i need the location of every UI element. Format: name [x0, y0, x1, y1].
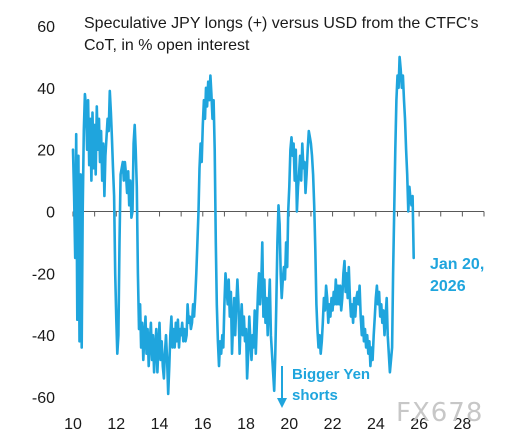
x-tick-label: 24	[367, 416, 385, 433]
x-tick-label: 16	[194, 416, 212, 433]
x-tick-label: 22	[324, 416, 342, 433]
y-tick-label: -20	[32, 266, 55, 283]
y-tick-label: -40	[32, 328, 55, 345]
x-tick-label: 28	[453, 416, 471, 433]
y-tick-label: 0	[46, 205, 55, 222]
chart-title: Speculative JPY longs (+) versus USD fro…	[84, 13, 494, 57]
series-line	[71, 55, 416, 396]
x-tick-label: 20	[280, 416, 298, 433]
x-tick-label: 12	[107, 416, 125, 433]
shorts-annotation-line-1: Bigger Yen	[292, 366, 371, 383]
date-annotation-line-2: 2026	[430, 278, 466, 295]
date-annotation: Jan 20, 2026	[430, 254, 484, 298]
x-tick-label: 14	[151, 416, 169, 433]
y-axis-tick-labels: 60 40 20 0 -20 -40 -60	[32, 19, 55, 407]
y-tick-label: 20	[37, 143, 55, 160]
shorts-annotation: Bigger Yen shorts	[292, 364, 370, 406]
y-tick-label: -60	[32, 390, 55, 407]
y-tick-label: 60	[37, 19, 55, 36]
y-tick-label: 40	[37, 81, 55, 98]
watermark-logo: FX678	[396, 398, 484, 428]
x-axis-tick-marks	[72, 211, 485, 217]
x-axis-tick-labels: 10 12 14 16 18 20 22 24 26 28	[64, 416, 471, 433]
shorts-annotation-line-2: shorts	[292, 387, 338, 404]
chart-title-line-1: Speculative JPY longs (+) versus USD fro…	[84, 15, 479, 32]
date-annotation-line-1: Jan 20,	[430, 256, 485, 273]
x-tick-label: 26	[410, 416, 428, 433]
down-arrow-icon	[277, 366, 287, 408]
chart-title-line-2: CoT, in % open interest	[84, 37, 250, 54]
x-tick-label: 10	[64, 416, 82, 433]
x-tick-label: 18	[237, 416, 255, 433]
